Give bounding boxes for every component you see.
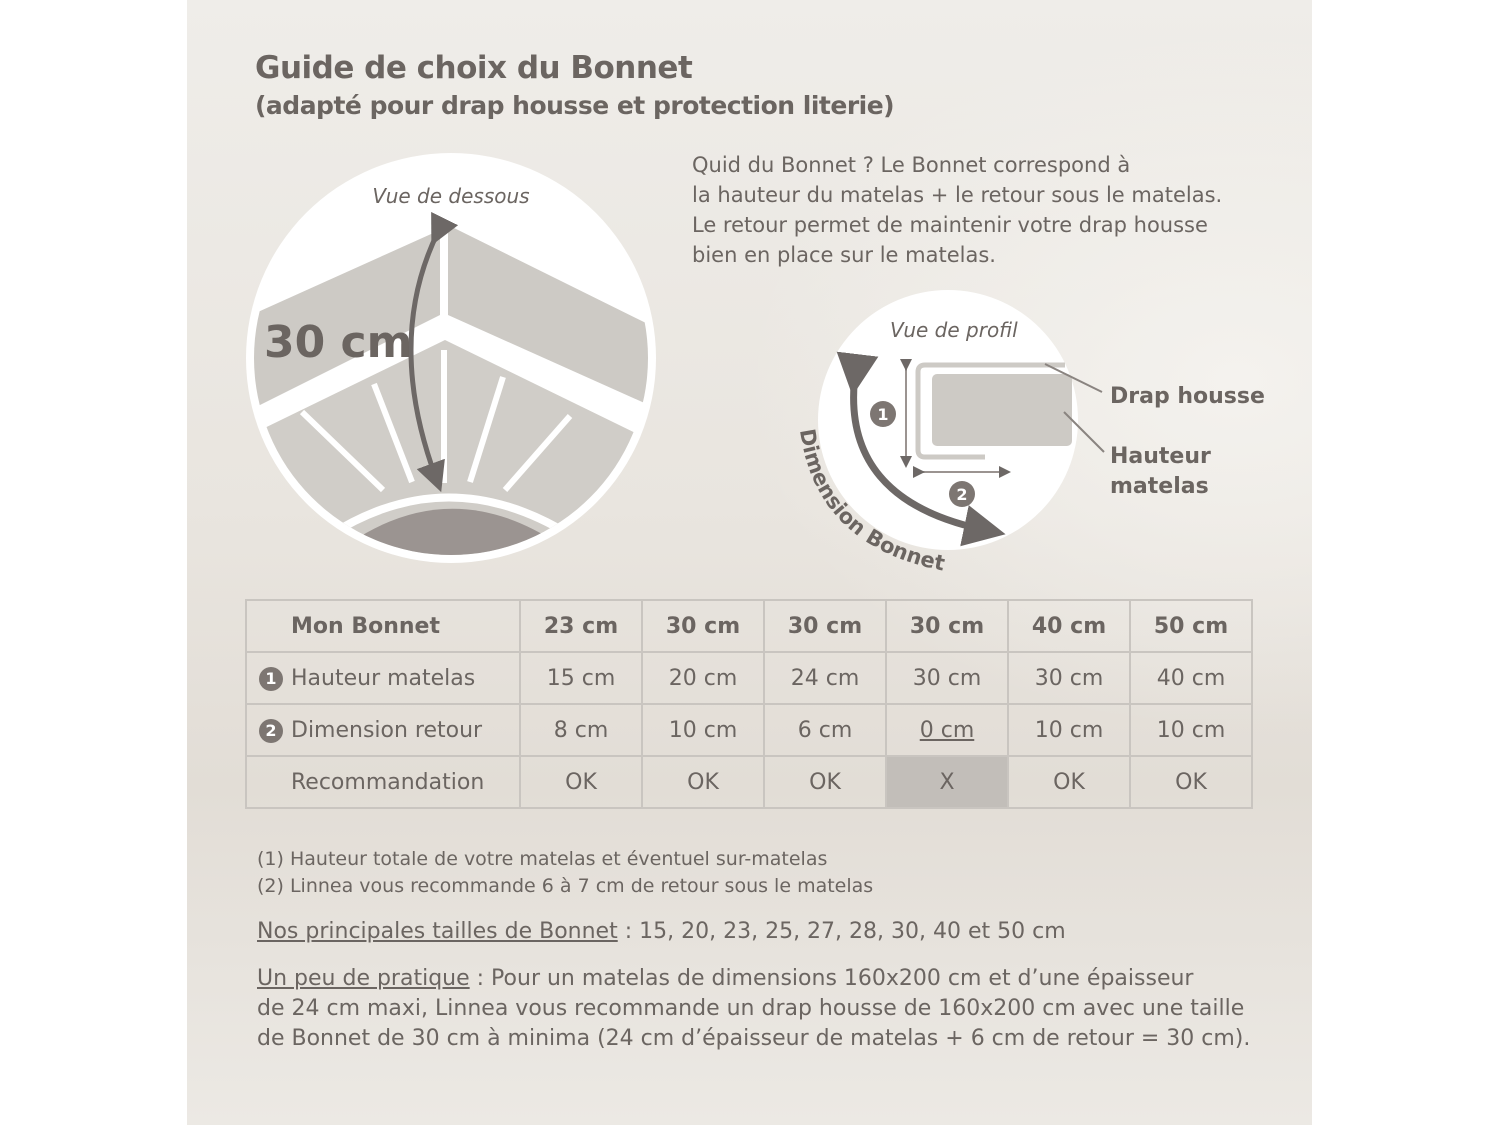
table-cell: 0 cm	[885, 703, 1009, 757]
header-cell: 30 cm	[641, 599, 765, 653]
footnote-2: (2) Linnea vous recommande 6 à 7 cm de r…	[257, 875, 874, 897]
header-cell: 30 cm	[763, 599, 887, 653]
row-badge: 2	[259, 718, 283, 743]
intro-line: Quid du Bonnet ? Le Bonnet correspond à	[692, 153, 1131, 177]
table-cell: 8 cm	[519, 703, 643, 757]
table-cell-not-recommended: X	[885, 755, 1009, 809]
intro-line: la hauteur du matelas + le retour sous l…	[692, 183, 1223, 207]
row-label: Dimension retour	[291, 717, 483, 743]
table-header-row: Mon Bonnet 23 cm 30 cm 30 cm 30 cm 40 cm…	[245, 599, 1253, 653]
practice-paragraph: Un peu de pratique : Pour un matelas de …	[257, 966, 1251, 1051]
table-cell: 6 cm	[763, 703, 887, 757]
table-cell: 10 cm	[641, 703, 765, 757]
table-cell: 40 cm	[1129, 651, 1253, 705]
page-title: Guide de choix du Bonnet	[255, 50, 693, 86]
sizes-line: Nos principales tailles de Bonnet : 15, …	[257, 919, 1066, 944]
profile-view-caption: Vue de profil	[890, 318, 1018, 342]
table-row: 1 Hauteur matelas 15 cm 20 cm 24 cm 30 cm…	[245, 651, 1253, 705]
measure-label: 30 cm	[264, 317, 412, 368]
badge-2: 2	[956, 485, 967, 504]
header-cell: 30 cm	[885, 599, 1009, 653]
table-cell: OK	[519, 755, 643, 809]
header-cell: 23 cm	[519, 599, 643, 653]
table-cell: 10 cm	[1007, 703, 1131, 757]
table-cell: 30 cm	[885, 651, 1009, 705]
table-cell: OK	[641, 755, 765, 809]
table-cell: 15 cm	[519, 651, 643, 705]
intro-text: Quid du Bonnet ? Le Bonnet correspond à …	[692, 150, 1272, 270]
table-row: 2 Dimension retour 8 cm 10 cm 6 cm 0 cm 1…	[245, 703, 1253, 757]
header-cell: 40 cm	[1007, 599, 1131, 653]
table-cell: 24 cm	[763, 651, 887, 705]
header-cell: 50 cm	[1129, 599, 1253, 653]
height-label-2: matelas	[1110, 474, 1209, 499]
intro-line: Le retour permet de maintenir votre drap…	[692, 213, 1208, 237]
table-cell: OK	[763, 755, 887, 809]
table-cell: OK	[1129, 755, 1253, 809]
page-subtitle: (adapté pour drap housse et protection l…	[255, 91, 895, 120]
intro-line: bien en place sur le matelas.	[692, 243, 996, 267]
row-badge: 1	[259, 666, 283, 691]
header-label: Mon Bonnet	[291, 613, 440, 639]
table-cell: 10 cm	[1129, 703, 1253, 757]
table-cell: 30 cm	[1007, 651, 1131, 705]
table-row: Recommandation OK OK OK X OK OK	[245, 755, 1253, 809]
badge-1: 1	[877, 405, 888, 424]
bottom-view-diagram: Vue de dessous 30 cm	[246, 153, 656, 563]
bottom-view-caption: Vue de dessous	[372, 184, 529, 208]
footnote-1: (1) Hauteur totale de votre matelas et é…	[257, 848, 828, 870]
row-label: Recommandation	[291, 769, 485, 795]
height-label-1: Hauteur	[1110, 444, 1211, 469]
table-cell: OK	[1007, 755, 1131, 809]
sheet-label: Drap housse	[1110, 384, 1265, 409]
size-table: Mon Bonnet 23 cm 30 cm 30 cm 30 cm 40 cm…	[245, 599, 1253, 809]
profile-view-diagram: 1 2 Vue de profil Drap housse Hauteur ma…	[795, 290, 1265, 576]
row-label: Hauteur matelas	[291, 665, 476, 691]
table-cell: 20 cm	[641, 651, 765, 705]
